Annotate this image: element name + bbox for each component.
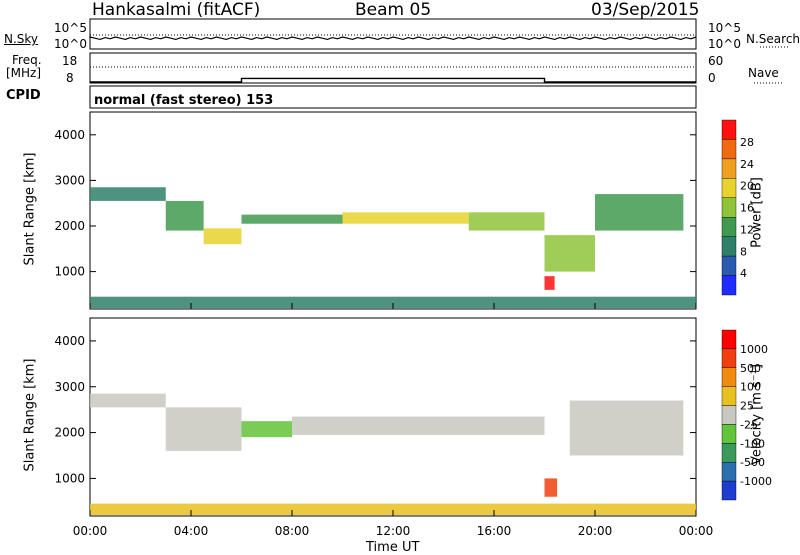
power-colorbar-cell: [721, 119, 737, 140]
velocity-colorbar-tick: -1000: [740, 475, 772, 488]
x-tick-label: 04:00: [174, 524, 209, 538]
freq-step-line: [90, 77, 696, 83]
power-colorbar-tick: 12: [740, 223, 754, 236]
power-colorbar-cell: [721, 255, 737, 276]
power-band: [203, 228, 242, 245]
velocity-colorbar-tick: 500: [740, 362, 761, 375]
freq-unit-label: [MHz]: [6, 66, 42, 80]
noise-left-tick-top: 10^5: [54, 21, 87, 35]
nave-label: Nave: [748, 66, 779, 80]
velocity-band: [569, 400, 684, 456]
velocity-colorbar-cell: [721, 424, 737, 444]
power-band: [544, 276, 555, 290]
power-band: [241, 214, 343, 224]
power-ytick-label: 3000: [54, 173, 85, 187]
power-colorbar-tick: 20: [740, 180, 754, 193]
x-tick-label: 20:00: [578, 524, 613, 538]
power-colorbar-cell: [721, 139, 737, 160]
velocity-colorbar-tick: -500: [740, 456, 765, 469]
power-colorbar-tick: 16: [740, 202, 754, 215]
power-band: [468, 212, 545, 231]
x-tick-label: 00:00: [73, 524, 108, 538]
freq-tick-top: 18: [62, 54, 78, 68]
velocity-colorbar-cell: [721, 480, 737, 501]
noise-panel-frame: [89, 18, 697, 50]
power-colorbar-cell: [721, 275, 737, 296]
x-tick-label: 16:00: [477, 524, 512, 538]
noise-sky-trace: [89, 36, 697, 41]
power-colorbar-tick: 4: [740, 267, 747, 280]
freq-label: Freq.: [12, 53, 42, 67]
x-tick-label: 00:00: [679, 524, 714, 538]
noise-left-tick-bottom: 10^0: [54, 37, 87, 51]
velocity-colorbar-tick: 100: [740, 381, 761, 394]
noise-search-label: N.Search: [746, 32, 800, 46]
power-colorbar-tick: 8: [740, 245, 747, 258]
velocity-colorbar-cell: [721, 348, 737, 368]
cpid-label: CPID: [6, 88, 41, 103]
x-tick-label: 12:00: [376, 524, 411, 538]
power-ytick-label: 2000: [54, 219, 85, 233]
nave-tick-bottom: 0: [708, 71, 716, 85]
freq-tick-bottom: 8: [66, 71, 74, 85]
velocity-colorbar-cell: [721, 405, 737, 425]
velocity-colorbar-tick: -25: [740, 418, 758, 431]
noise-right-tick-bottom: 10^0: [708, 37, 741, 51]
cpid-mode: normal (fast stereo) 153: [94, 93, 274, 108]
x-tick-label: 08:00: [275, 524, 310, 538]
velocity-band: [90, 503, 696, 516]
power-band: [595, 194, 684, 231]
power-band: [90, 296, 696, 309]
velocity-band: [90, 393, 166, 408]
power-band: [544, 235, 595, 272]
velocity-colorbar-cell: [721, 329, 737, 350]
velocity-colorbar-cell: [721, 462, 737, 482]
x-axis-label: Time UT: [366, 540, 420, 555]
power-band: [90, 187, 166, 201]
velocity-colorbar-tick: 1000: [740, 343, 768, 356]
date-title: 03/Sep/2015: [591, 0, 700, 20]
power-band: [165, 200, 204, 231]
beam-title: Beam 05: [355, 0, 432, 20]
power-colorbar-cell: [721, 217, 737, 237]
velocity-band: [292, 416, 545, 435]
power-ytick-label: 1000: [54, 265, 85, 279]
velocity-ytick-label: 1000: [54, 471, 85, 485]
velocity-colorbar-cell: [721, 443, 737, 463]
power-band: [342, 212, 469, 224]
velocity-ytick-label: 3000: [54, 380, 85, 394]
power-colorbar-cell: [721, 236, 737, 257]
velocity-colorbar-tick: -100: [740, 437, 765, 450]
power-colorbar-cell: [721, 178, 737, 198]
velocity-ytick-label: 4000: [54, 334, 85, 348]
noise-right-tick-top: 10^5: [708, 21, 741, 35]
velocity-band: [165, 407, 242, 451]
cpid-panel-frame: [89, 85, 697, 109]
noise-sky-label: N.Sky: [4, 32, 39, 46]
freq-panel-frame: [89, 52, 697, 84]
velocity-band: [241, 421, 292, 438]
velocity-colorbar-cell: [721, 367, 737, 387]
velocity-colorbar-cell: [721, 386, 737, 406]
power-colorbar-cell: [721, 197, 737, 218]
power-colorbar-tick: 24: [740, 158, 754, 171]
power-colorbar-tick: 28: [740, 136, 754, 149]
velocity-ytick-label: 2000: [54, 426, 85, 440]
station-title: Hankasalmi (fitACF): [92, 0, 261, 20]
nave-tick-top: 60: [708, 54, 724, 68]
velocity-colorbar-tick: 25: [740, 400, 754, 413]
power-colorbar-cell: [721, 158, 737, 179]
power-ytick-label: 4000: [54, 128, 85, 142]
velocity-band: [544, 478, 558, 497]
